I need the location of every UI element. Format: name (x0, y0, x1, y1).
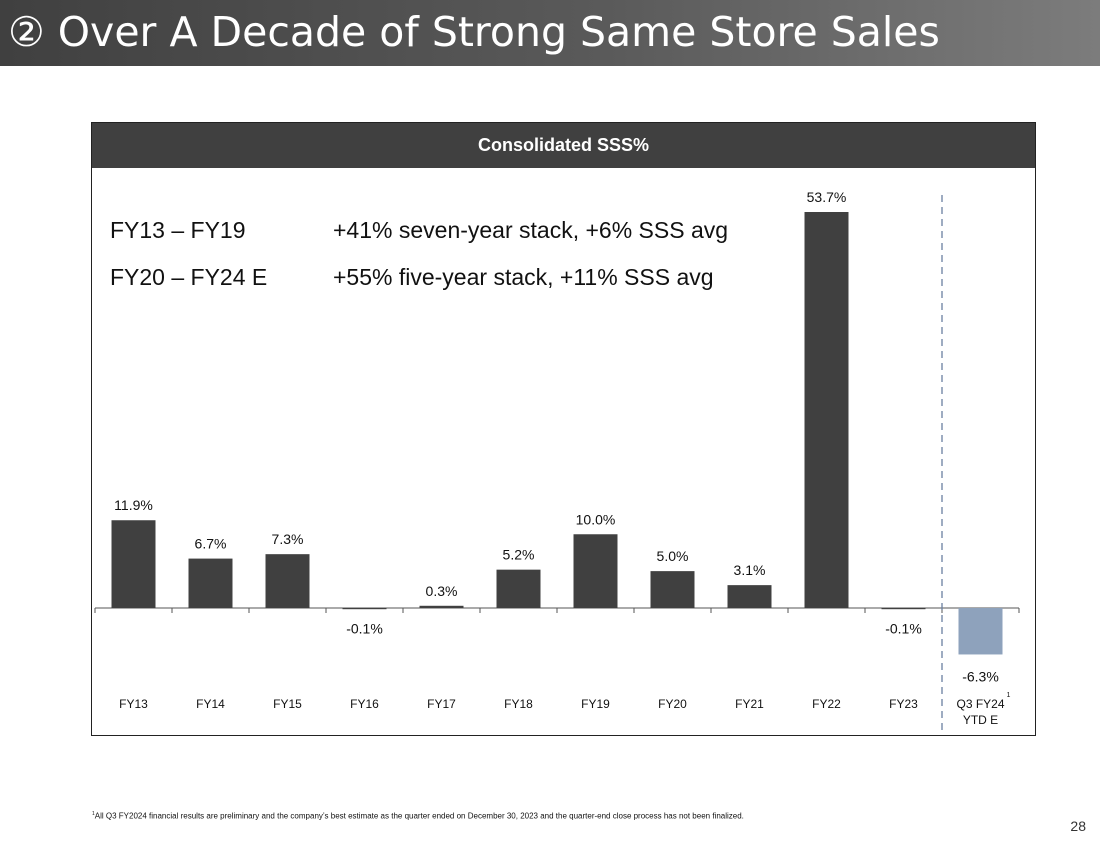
bar-fy22 (804, 212, 849, 608)
category-label-fy17: FY17 (427, 697, 456, 711)
category-label-fy15: FY15 (273, 697, 302, 711)
data-label-fy13: 11.9% (114, 497, 153, 513)
footnote-text: All Q3 FY2024 financial results are prel… (94, 811, 744, 821)
bar-fy15 (265, 554, 310, 608)
category-label-fy16: FY16 (350, 697, 379, 711)
data-label-fy22: 53.7% (807, 189, 847, 205)
bar-fy13 (111, 520, 156, 608)
data-label-fy15: 7.3% (272, 531, 304, 547)
data-label-fy23: -0.1% (885, 621, 922, 637)
category-label-fy20: FY20 (658, 697, 687, 711)
bar-fy23 (881, 608, 926, 610)
data-label-fy16: -0.1% (346, 621, 383, 637)
category-label-fy22: FY22 (812, 697, 841, 711)
category-label-fy19: FY19 (581, 697, 610, 711)
bar-fy16 (342, 608, 387, 610)
bar-fy14 (188, 558, 233, 608)
note-text-fy20-fy24: +55% five-year stack, +11% SSS avg (333, 264, 714, 290)
category-label-fy14: FY14 (196, 697, 225, 711)
data-label-fy19: 10.0% (576, 511, 616, 527)
category-label-fy23: FY23 (889, 697, 918, 711)
bar-chart: 11.9% FY13 6.7% FY14 7.3% FY15 -0.1% FY16 0.3% FY… (94, 189, 1020, 735)
footnote: 1All Q3 FY2024 financial results are pre… (92, 811, 744, 821)
title-bar: ② Over A Decade of Strong Same Store Sal… (0, 0, 1100, 66)
bar-q3-fy24-ytd-e (958, 608, 1003, 655)
bar-fy17 (419, 605, 464, 608)
category-label-q3-fy24-ytd-e-line2: YTD E (963, 713, 998, 727)
category-label-fy21: FY21 (735, 697, 764, 711)
data-label-fy17: 0.3% (426, 583, 458, 599)
bar-fy21 (727, 585, 772, 608)
bar-fy18 (496, 569, 541, 608)
note-label-fy13-fy19: FY13 – FY19 (110, 217, 246, 243)
category-label-fy18: FY18 (504, 697, 533, 711)
data-label-q3-fy24-ytd-e: -6.3% (962, 668, 999, 684)
bar-fy20 (650, 571, 695, 608)
data-label-fy18: 5.2% (503, 547, 535, 563)
category-label-q3-fy24-ytd-e: Q3 FY24 (956, 697, 1004, 711)
data-label-fy20: 5.0% (657, 548, 689, 564)
chart-title: Consolidated SSS% (92, 123, 1035, 168)
slide-title: ② Over A Decade of Strong Same Store Sal… (8, 8, 940, 56)
note-text-fy13-fy19: +41% seven-year stack, +6% SSS avg (333, 217, 729, 243)
note-label-fy20-fy24: FY20 – FY24 E (110, 264, 268, 290)
footnote-marker: 1 (92, 811, 95, 817)
page-number: 28 (1070, 818, 1086, 834)
category-label-fy13: FY13 (119, 697, 148, 711)
data-label-fy14: 6.7% (195, 536, 227, 552)
category-superscript-q3-fy24-ytd-e: 1 (1007, 692, 1011, 699)
bar-fy19 (573, 534, 618, 608)
data-label-fy21: 3.1% (734, 562, 766, 578)
chart-panel: 11.9% FY13 6.7% FY14 7.3% FY15 -0.1% FY16 0.3% FY… (91, 122, 1036, 736)
